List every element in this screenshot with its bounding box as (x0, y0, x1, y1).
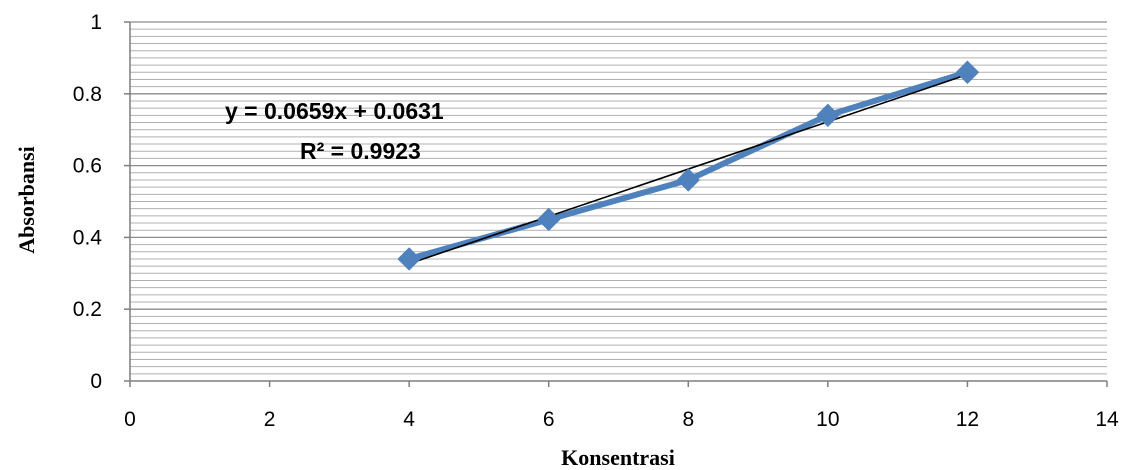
x-tick-label: 14 (1095, 408, 1119, 431)
y-tick-labels: 0 0.2 0.4 0.6 0.8 1 (73, 11, 103, 393)
y-tick-label: 0.6 (73, 155, 102, 178)
y-tick-label: 0.2 (73, 298, 102, 321)
data-point-marker (816, 103, 840, 128)
y-axis-title: Absorbansi (14, 146, 39, 254)
x-tick-label: 6 (543, 408, 555, 431)
data-point-marker (397, 247, 421, 271)
x-tick-labels: 0 2 4 6 8 10 12 14 (124, 408, 1119, 431)
x-tick-label: 12 (956, 408, 979, 431)
data-point-marker (537, 207, 561, 232)
x-tick-label: 10 (816, 408, 839, 431)
y-tick-label: 0 (90, 370, 102, 393)
y-tick-label: 0.4 (73, 226, 103, 249)
axes (124, 21, 1108, 387)
x-axis-title: Konsentrasi (561, 445, 675, 470)
data-point-marker (955, 60, 980, 84)
trendline-equation: y = 0.0659x + 0.0631 (225, 98, 444, 124)
data-point-marker (676, 168, 700, 192)
y-tick-label: 0.8 (73, 83, 102, 106)
x-tick-label: 2 (264, 408, 276, 431)
x-tick-label: 0 (124, 408, 136, 431)
x-tick-label: 8 (682, 408, 694, 431)
marker-group (397, 60, 980, 271)
r-squared-label: R² = 0.9923 (300, 138, 421, 164)
y-tick-label: 1 (90, 11, 102, 34)
x-tick-label: 4 (403, 408, 415, 431)
